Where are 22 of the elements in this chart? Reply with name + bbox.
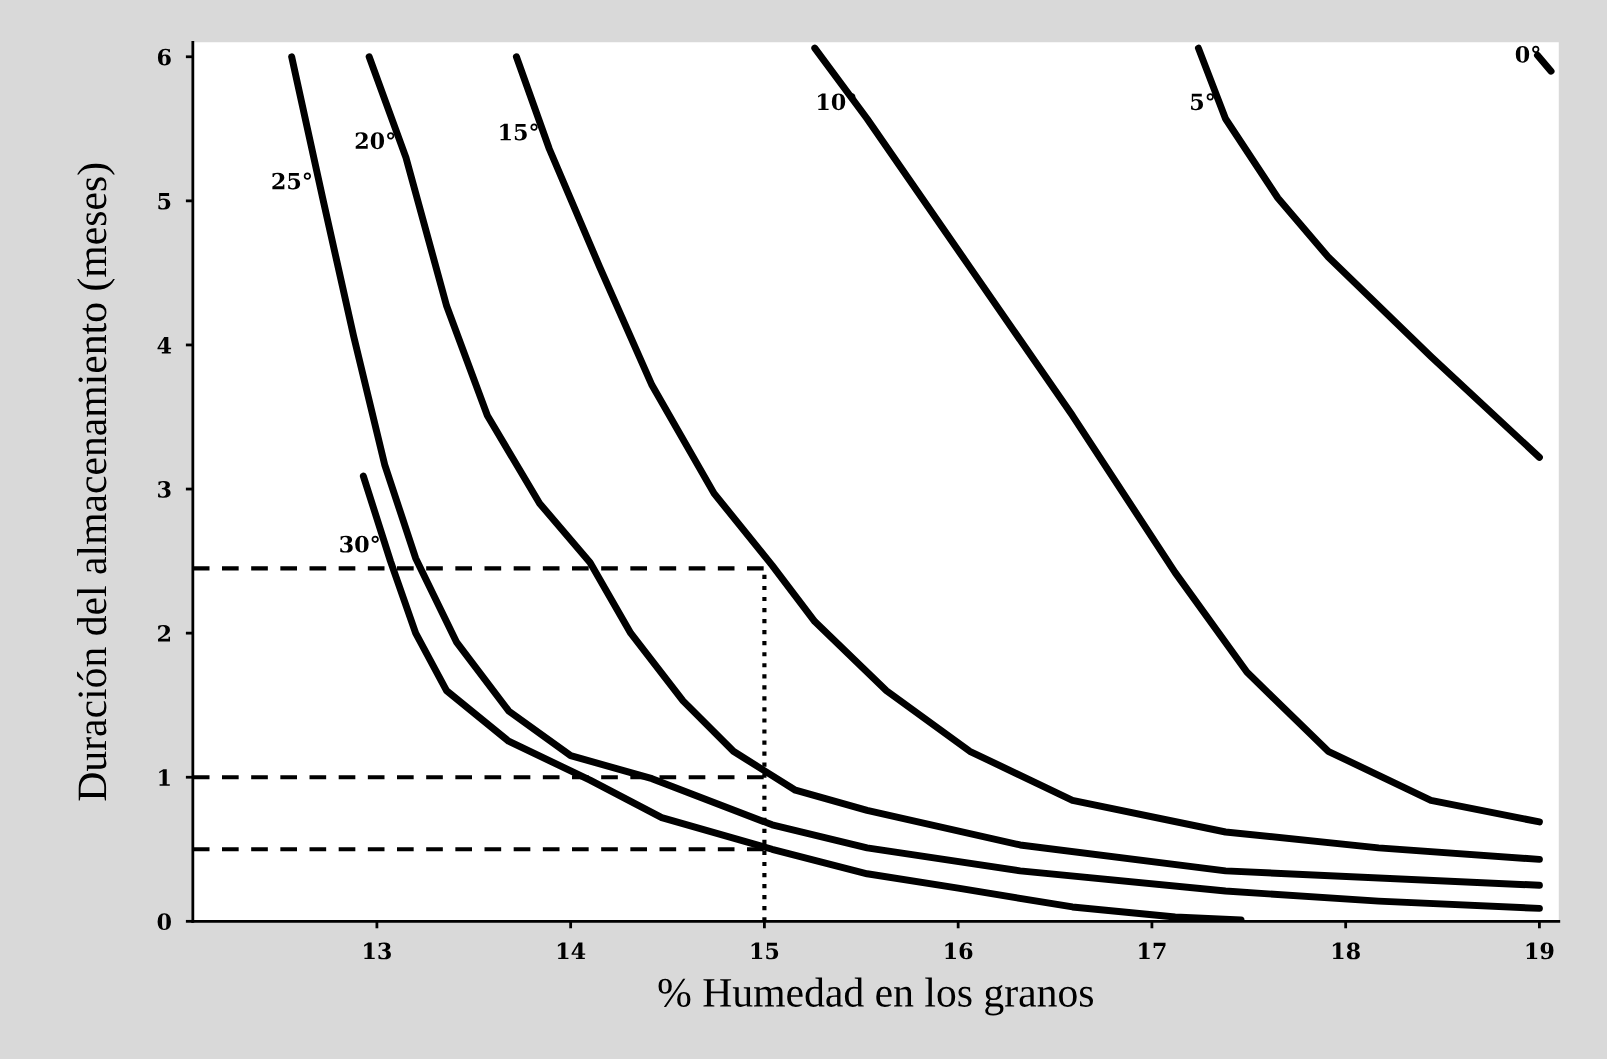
series-label: 5° bbox=[1191, 93, 1214, 111]
x-tick-label: 15 bbox=[751, 942, 779, 960]
series-label: 15° bbox=[500, 123, 538, 141]
x-tick-label: 17 bbox=[1139, 942, 1166, 960]
x-axis-title: % Humedad en los granos bbox=[658, 977, 1093, 1016]
y-tick-label: 0 bbox=[157, 913, 171, 931]
y-tick-label: 3 bbox=[158, 481, 171, 498]
series-label: 20° bbox=[355, 132, 395, 150]
y-axis-title: Duración del almacenamiento (meses) bbox=[77, 163, 115, 801]
series-label: 30° bbox=[340, 535, 379, 553]
y-tick-label: 4 bbox=[157, 336, 172, 354]
x-tick-label: 18 bbox=[1332, 942, 1360, 960]
y-tick-label: 2 bbox=[158, 625, 171, 642]
x-tick-label: 14 bbox=[557, 942, 586, 960]
series-label: 25° bbox=[272, 172, 311, 190]
y-tick-label: 6 bbox=[157, 48, 171, 66]
y-tick-label: 1 bbox=[159, 769, 170, 786]
x-tick-label: 16 bbox=[945, 942, 973, 960]
y-tick-label: 5 bbox=[158, 193, 171, 210]
series-label: 0° bbox=[1515, 45, 1540, 63]
x-tick-label: 13 bbox=[364, 942, 391, 960]
x-tick-label: 19 bbox=[1526, 942, 1554, 960]
